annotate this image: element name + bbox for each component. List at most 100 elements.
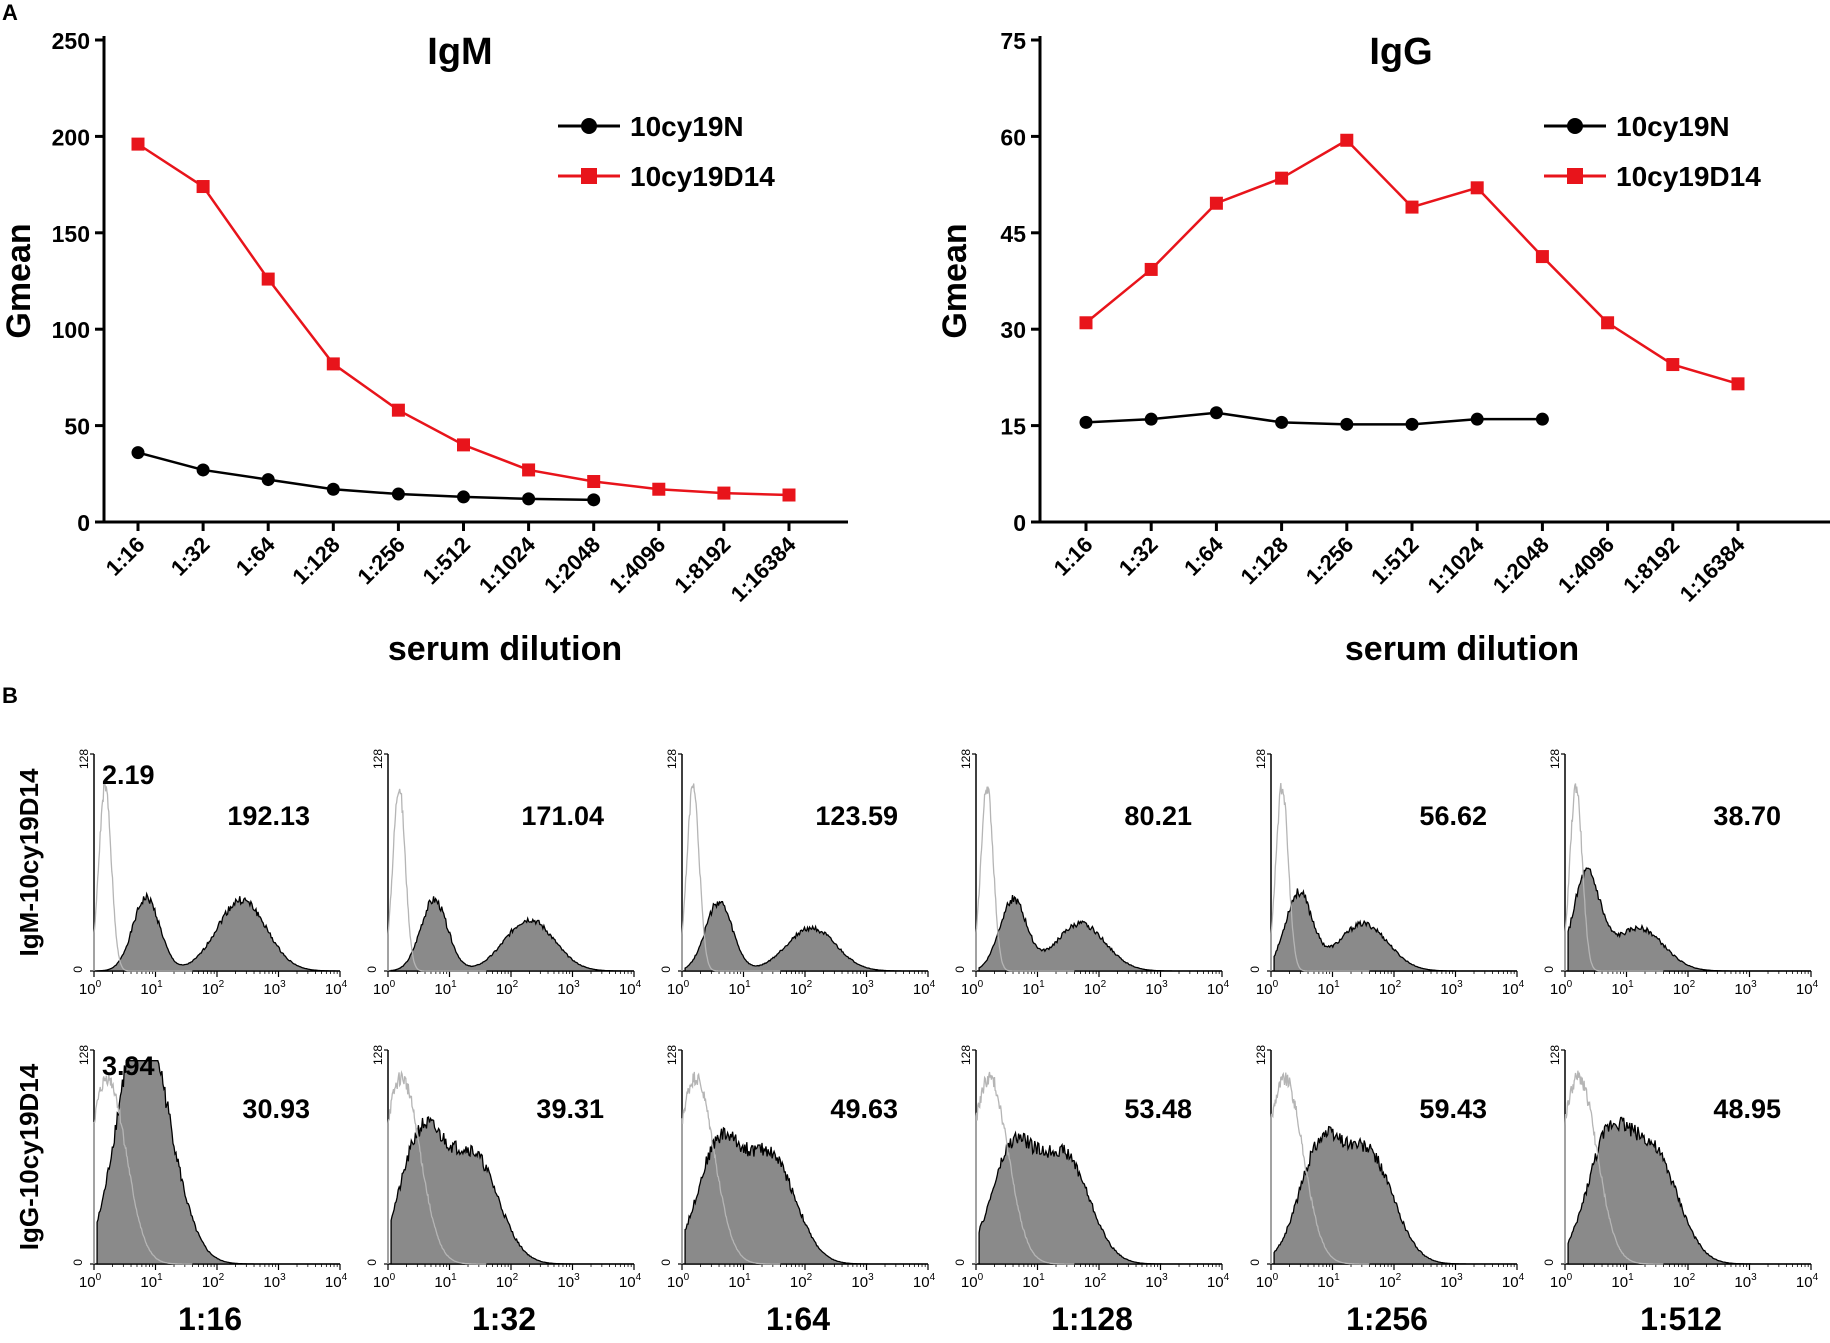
histogram-isotype-line [1270, 1071, 1370, 1265]
histogram-isotype-line [681, 783, 781, 972]
histogram-gmean-value: 53.48 [1124, 1094, 1192, 1124]
histogram-x-tick-exponent: 0 [96, 1272, 102, 1283]
histogram-gmean-value: 49.63 [830, 1094, 898, 1124]
histogram-x-tick-label: 104 [913, 979, 936, 998]
histogram-x-tick-exponent: 4 [930, 1272, 936, 1283]
histogram-x-tick-label: 104 [619, 1272, 642, 1291]
histogram-sample-area [1273, 888, 1517, 972]
histogram-x-tick-label: 104 [325, 1272, 348, 1291]
histogram-x-tick-exponent: 3 [574, 1272, 580, 1283]
histogram-x-tick-exponent: 3 [1751, 979, 1757, 990]
histogram-x-tick-exponent: 3 [868, 1272, 874, 1283]
histogram-x-tick-exponent: 4 [636, 1272, 642, 1283]
igm-point-d14 [522, 463, 536, 477]
igm-point-d14 [196, 180, 210, 194]
igg-point-d14 [1470, 181, 1484, 195]
histogram-y-tick-label: 0 [365, 1259, 379, 1266]
igm-x-tick-label: 1:512 [418, 532, 475, 589]
igm-legend-label: 10cy19D14 [630, 161, 775, 192]
histogram-sample-area [1567, 1116, 1811, 1265]
histogram-x-tick-label: 102 [1673, 1272, 1696, 1291]
histogram-x-tick-exponent: 0 [1567, 1272, 1573, 1283]
igm-y-tick-label: 200 [52, 124, 90, 150]
igg-point-d14 [1601, 316, 1615, 330]
igm-point-n [196, 463, 210, 477]
histogram-x-tick-label: 104 [1796, 979, 1819, 998]
histogram-x-tick-exponent: 2 [1101, 979, 1107, 990]
igm-point-n [522, 492, 536, 506]
igm-x-tick-label: 1:2048 [539, 532, 605, 598]
histogram-x-tick-exponent: 1 [1628, 979, 1634, 990]
histogram-x-tick-label: 103 [1440, 979, 1463, 998]
histogram-x-tick-exponent: 1 [157, 979, 163, 990]
igm-point-n [587, 493, 601, 507]
histogram-x-tick-label: 104 [619, 979, 642, 998]
histogram-x-tick-label: 102 [790, 1272, 813, 1291]
histogram-x-tick-label: 104 [1207, 1272, 1230, 1291]
igg-x-tick-label: 1:256 [1301, 532, 1358, 589]
histogram-gmean-value: 123.59 [815, 801, 898, 831]
igm-x-tick-label: 1:16384 [726, 531, 801, 606]
igg-point-n [1079, 415, 1093, 429]
histogram-isotype-line [681, 1071, 781, 1265]
igg-point-n [1405, 417, 1419, 431]
histogram-x-tick-exponent: 2 [1101, 1272, 1107, 1283]
igg-point-n [1340, 417, 1354, 431]
histogram-isotype-value: 3.94 [102, 1051, 155, 1081]
igg-point-n [1144, 412, 1158, 426]
histogram-y-tick-label: 128 [665, 1045, 679, 1065]
histogram-x-tick-exponent: 0 [96, 979, 102, 990]
igg-point-d14 [1405, 200, 1419, 214]
histogram-y-tick-label: 0 [953, 1259, 967, 1266]
histogram-x-tick-label: 103 [263, 1272, 286, 1291]
igm-point-d14 [261, 272, 275, 286]
histogram-x-tick-exponent: 3 [1162, 1272, 1168, 1283]
histogram-gmean-value: 59.43 [1419, 1094, 1487, 1124]
histogram-x-tick-label: 104 [913, 1272, 936, 1291]
igm-point-n [457, 490, 470, 504]
histogram-gmean-value: 171.04 [521, 801, 604, 831]
histogram-x-tick-label: 104 [325, 979, 348, 998]
igm-point-n [261, 473, 275, 487]
histogram-x-tick-label: 103 [1145, 979, 1168, 998]
histogram-x-tick-exponent: 0 [1273, 1272, 1279, 1283]
histogram-x-tick-label: 101 [728, 979, 751, 998]
histogram-x-tick-label: 101 [434, 1272, 457, 1291]
histogram-y-tick-label: 128 [959, 1045, 973, 1065]
igg-point-n [1535, 412, 1549, 426]
histogram-x-tick-exponent: 2 [1690, 979, 1696, 990]
histogram-isotype-line [387, 1069, 487, 1265]
igm-point-d14 [652, 482, 666, 496]
histogram-x-tick-label: 101 [434, 979, 457, 998]
histogram-x-tick-label: 102 [202, 979, 225, 998]
histogram-x-tick-exponent: 1 [157, 1272, 163, 1283]
igm-legend-marker [581, 118, 597, 134]
histogram-x-tick-label: 102 [202, 1272, 225, 1291]
histogram-x-tick-label: 103 [1440, 1272, 1463, 1291]
panel-label-b: B [2, 683, 18, 708]
histogram-sample-area [390, 896, 634, 972]
histogram-x-tick-exponent: 1 [451, 1272, 457, 1283]
histogram-x-tick-label: 100 [1256, 1272, 1279, 1291]
histogram-y-tick-label: 0 [1542, 1259, 1556, 1266]
igm-legend-marker [581, 168, 597, 184]
histogram-x-tick-label: 100 [961, 979, 984, 998]
histogram-x-tick-label: 100 [373, 979, 396, 998]
igg-point-d14 [1144, 262, 1158, 276]
histogram-x-tick-label: 103 [1734, 979, 1757, 998]
histogram-x-tick-exponent: 3 [1457, 1272, 1463, 1283]
histogram-sample-area [684, 900, 928, 972]
igg-x-tick-label: 1:16384 [1675, 531, 1750, 606]
histogram-y-tick-label: 128 [371, 749, 385, 769]
histogram-isotype-line [1564, 1070, 1664, 1265]
histogram-x-tick-exponent: 4 [342, 1272, 348, 1283]
histogram-y-tick-label: 0 [365, 966, 379, 973]
histogram-x-tick-label: 100 [1256, 979, 1279, 998]
histogram-x-tick-label: 100 [667, 979, 690, 998]
histogram-x-tick-label: 102 [496, 979, 519, 998]
histogram-x-tick-label: 104 [1207, 979, 1230, 998]
histogram-x-tick-exponent: 3 [1751, 1272, 1757, 1283]
histogram-y-tick-label: 128 [1548, 1045, 1562, 1065]
histogram-y-tick-label: 0 [953, 966, 967, 973]
